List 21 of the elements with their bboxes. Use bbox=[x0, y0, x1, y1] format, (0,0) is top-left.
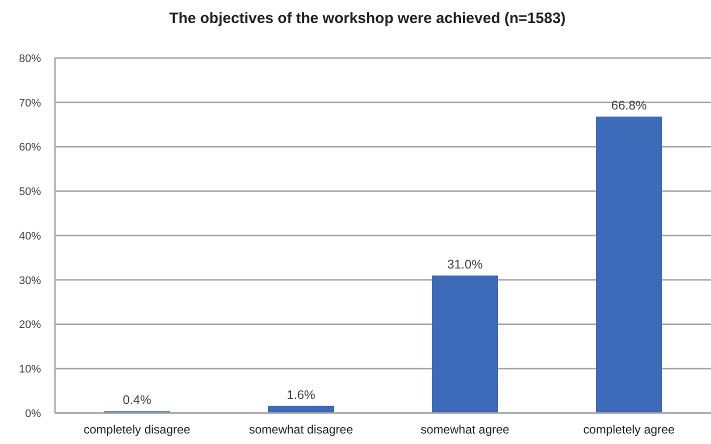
data-label: 0.4% bbox=[122, 393, 152, 408]
data-label: 31.0% bbox=[447, 257, 483, 272]
y-tick-label: 60% bbox=[18, 142, 42, 154]
chart-title: The objectives of the workshop were achieved (n=1583) bbox=[168, 10, 567, 27]
y-tick-label: 40% bbox=[18, 230, 42, 242]
y-tick-label: 10% bbox=[18, 364, 42, 376]
y-tick-label: 50% bbox=[18, 186, 42, 198]
data-label: 66.8% bbox=[611, 98, 647, 113]
y-tick-label: 70% bbox=[18, 97, 42, 110]
bar bbox=[596, 116, 662, 413]
x-tick-label: somewhat agree bbox=[420, 422, 510, 437]
y-tick-label: 30% bbox=[18, 274, 42, 287]
y-tick-label: 20% bbox=[18, 319, 42, 332]
y-tick-label: 80% bbox=[18, 52, 42, 65]
x-tick-label: completely disagree bbox=[84, 422, 191, 437]
x-tick-label: completely agree bbox=[583, 422, 676, 437]
x-tick-label: somewhat disagree bbox=[248, 422, 354, 437]
bar bbox=[268, 406, 334, 413]
y-tick-label: 0% bbox=[25, 408, 42, 420]
bar bbox=[432, 275, 498, 413]
data-label: 1.6% bbox=[286, 388, 316, 402]
